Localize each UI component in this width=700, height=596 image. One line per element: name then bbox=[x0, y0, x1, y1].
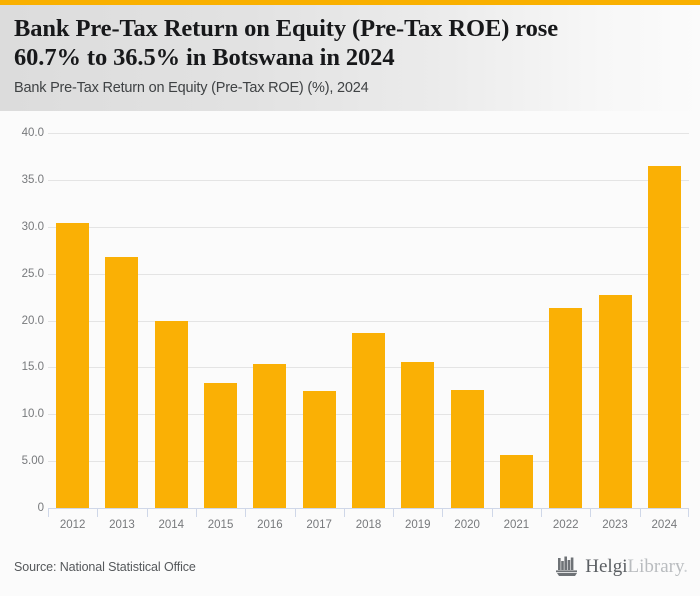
y-axis-label: 10.0 bbox=[21, 408, 44, 421]
bar[interactable] bbox=[450, 389, 484, 508]
bar[interactable] bbox=[647, 165, 681, 508]
y-axis-label: 20.0 bbox=[21, 314, 44, 327]
x-axis-label: 2016 bbox=[257, 519, 283, 531]
x-axis-tick bbox=[294, 508, 296, 517]
bar[interactable] bbox=[352, 332, 385, 508]
x-axis-tick bbox=[639, 508, 641, 517]
page-title: Bank Pre-Tax Return on Equity (Pre-Tax R… bbox=[14, 15, 558, 72]
x-axis-tick bbox=[195, 508, 197, 517]
y-axis-label: 5.00 bbox=[21, 455, 44, 468]
source-note: Source: National Statistical Office bbox=[14, 560, 196, 574]
bar[interactable] bbox=[253, 363, 287, 508]
y-axis-label: 40.0 bbox=[21, 127, 44, 139]
x-axis: 2012 2013 2014 2015 2016 2017 2018 2019 2020 2021… bbox=[48, 508, 689, 540]
gridline bbox=[48, 133, 689, 134]
chart-plot-area: 0 5.00 10.0 15.0 20.0 25.0 30.0 35.0 40.0 2012 20… bbox=[0, 111, 700, 541]
x-axis-label: 2022 bbox=[552, 519, 579, 531]
logo-brand-secondary: Library bbox=[627, 555, 684, 577]
x-axis-label: 2017 bbox=[306, 519, 332, 531]
bar[interactable] bbox=[549, 308, 583, 508]
bar[interactable] bbox=[302, 390, 336, 508]
plot-canvas bbox=[48, 133, 689, 509]
bar[interactable] bbox=[499, 454, 533, 508]
top-accent-bar bbox=[0, 0, 700, 5]
x-axis-label: 2013 bbox=[109, 519, 135, 531]
bar[interactable] bbox=[56, 223, 90, 508]
logo-wordmark: HelgiLibrary. bbox=[585, 557, 688, 576]
x-axis-tick bbox=[146, 508, 148, 517]
y-axis-label: 0 bbox=[37, 502, 44, 514]
x-axis-label: 2021 bbox=[503, 519, 530, 531]
x-axis-tick bbox=[590, 508, 592, 517]
gridline bbox=[48, 508, 689, 509]
x-axis-tick bbox=[343, 508, 345, 517]
x-axis-tick bbox=[491, 508, 493, 517]
x-axis-label: 2024 bbox=[651, 519, 678, 531]
bar[interactable] bbox=[401, 361, 435, 508]
x-axis-label: 2014 bbox=[158, 519, 185, 531]
library-books-icon bbox=[556, 556, 578, 576]
logo-brand-suffix: . bbox=[683, 555, 688, 577]
y-axis-label: 25.0 bbox=[21, 267, 44, 280]
helgi-library-logo[interactable]: HelgiLibrary. bbox=[555, 555, 688, 577]
x-axis-label: 2023 bbox=[602, 519, 628, 531]
gridline bbox=[48, 179, 689, 181]
bar[interactable] bbox=[204, 383, 238, 508]
page-subtitle: Bank Pre-Tax Return on Equity (Pre-Tax R… bbox=[14, 79, 369, 96]
y-axis: 0 5.00 10.0 15.0 20.0 25.0 30.0 35.0 40.0 bbox=[0, 127, 44, 514]
x-axis-tick bbox=[442, 508, 444, 517]
x-axis-tick bbox=[688, 508, 689, 517]
y-axis-label: 15.0 bbox=[21, 361, 44, 374]
chart-header: Bank Pre-Tax Return on Equity (Pre-Tax R… bbox=[0, 5, 700, 111]
bar[interactable] bbox=[154, 320, 188, 508]
x-axis-tick bbox=[245, 508, 247, 517]
logo-brand-primary: Helgi bbox=[585, 555, 628, 577]
chart-footer: Source: National Statistical Office Helg… bbox=[0, 541, 700, 596]
y-axis-label: 35.0 bbox=[21, 173, 44, 186]
x-axis-tick bbox=[97, 508, 99, 517]
y-axis-label: 30.0 bbox=[21, 220, 44, 233]
x-axis-label: 2019 bbox=[404, 519, 431, 531]
x-axis-label: 2018 bbox=[355, 519, 382, 531]
gridline bbox=[48, 226, 689, 228]
x-axis-label: 2012 bbox=[59, 519, 86, 531]
x-axis-label: 2020 bbox=[454, 519, 480, 531]
gridline bbox=[48, 320, 689, 322]
bar[interactable] bbox=[598, 295, 632, 508]
x-axis-tick bbox=[48, 508, 49, 517]
bar[interactable] bbox=[105, 256, 139, 508]
x-axis-tick bbox=[541, 508, 543, 517]
x-axis-tick bbox=[393, 508, 395, 517]
gridline bbox=[48, 273, 689, 275]
x-axis-label: 2015 bbox=[207, 519, 234, 531]
